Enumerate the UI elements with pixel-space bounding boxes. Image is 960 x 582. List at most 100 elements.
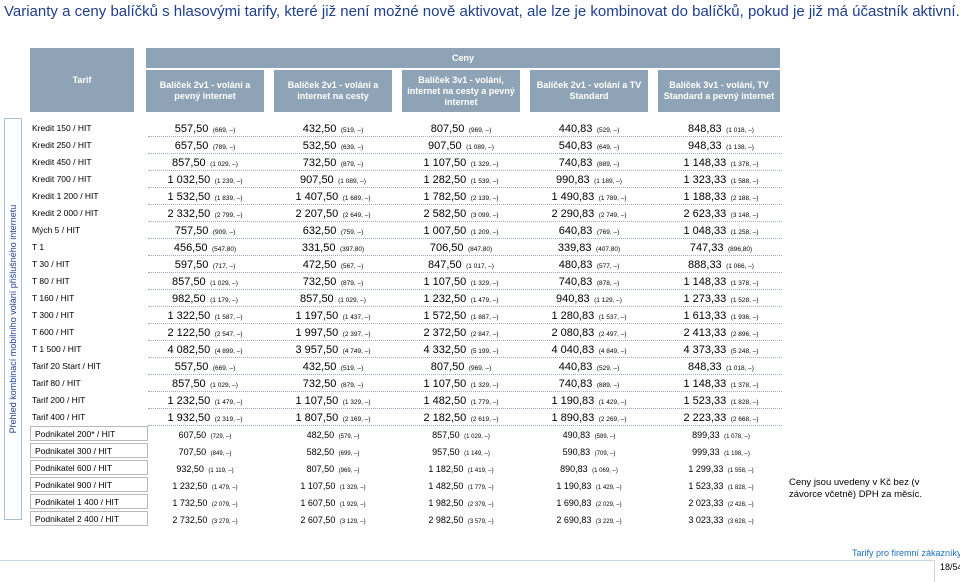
price-without-vat: 899,33 xyxy=(692,429,720,440)
page-title: Varianty a ceny balíčků s hlasovými tari… xyxy=(4,3,960,20)
table-row: Kredit 700 / HIT 1 032,50 (1 239, –) 907,5… xyxy=(30,171,782,186)
footer-link[interactable]: Tarify pro firemní zákazníky xyxy=(852,548,960,558)
price-without-vat: 582,50 xyxy=(306,446,335,457)
price-cell: 456,50 (547,80) xyxy=(145,238,265,256)
price-cell: 597,50 (717, –) xyxy=(145,255,265,273)
price-with-vat: (1 929, –) xyxy=(339,501,366,508)
row-separator xyxy=(148,373,782,375)
price-without-vat: 740,83 xyxy=(558,377,593,390)
price-without-vat: 732,50 xyxy=(302,156,337,169)
price-with-vat: (709, –) xyxy=(594,450,616,457)
price-with-vat: (3 579, –) xyxy=(467,518,494,525)
price-with-vat: (639, –) xyxy=(340,143,364,151)
price-cell: 632,50 (759, –) xyxy=(273,221,393,239)
price-without-vat: 1 280,83 xyxy=(551,309,595,322)
price-with-vat: (1 689, –) xyxy=(342,194,371,202)
price-without-vat: 807,50 xyxy=(430,360,465,373)
price-with-vat: (4 899, –) xyxy=(214,347,243,355)
price-without-vat: 706,50 xyxy=(429,241,464,254)
price-cell: 1 407,50 (1 689, –) xyxy=(273,187,393,205)
row-tariff-name: Kredit 450 / HIT xyxy=(32,156,92,167)
table-row: Kredit 150 / HIT 557,50 (669, –) 432,50 (5… xyxy=(30,120,782,135)
price-without-vat: 957,50 xyxy=(432,446,460,457)
price-with-vat: (1 239, –) xyxy=(214,177,243,185)
price-cell: 1 232,50 (1 479, –) xyxy=(401,289,521,307)
price-cell: 1 890,83 (2 269, –) xyxy=(529,408,649,426)
price-with-vat: (589, –) xyxy=(594,433,616,440)
price-with-vat: (969, –) xyxy=(338,467,360,474)
price-without-vat: 4 373,33 xyxy=(683,343,727,356)
price-cell: 440,83 (529, –) xyxy=(529,357,649,375)
price-cell: 1 732,50 (2 079, –) xyxy=(145,493,265,511)
price-with-vat: (1 528, –) xyxy=(730,296,759,304)
row-tariff-name: Kredit 2 000 / HIT xyxy=(32,207,99,218)
price-with-vat: (2 428, –) xyxy=(727,501,754,508)
price-cell: 1 048,33 (1 258, –) xyxy=(661,221,781,239)
price-without-vat: 432,50 xyxy=(302,122,337,135)
table-row: T 300 / HIT 1 322,50 (1 587, –) 1 197,50 (… xyxy=(30,307,782,322)
price-with-vat: (1 018, –) xyxy=(726,364,754,372)
price-with-vat: (1 029, –) xyxy=(464,433,490,440)
price-without-vat: 2 182,50 xyxy=(423,411,467,424)
price-without-vat: 339,83 xyxy=(557,241,592,254)
price-without-vat: 807,50 xyxy=(430,122,465,135)
price-without-vat: 857,50 xyxy=(172,156,206,169)
header-ceny: Ceny xyxy=(146,48,780,68)
price-without-vat: 1 148,33 xyxy=(683,377,727,390)
price-without-vat: 848,33 xyxy=(688,360,722,373)
row-tariff-name: Podnikatel 200* / HIT xyxy=(30,426,148,441)
price-cell: 1 323,33 (1 588, –) xyxy=(661,170,781,188)
price-cell: 706,50 (847,80) xyxy=(401,238,521,256)
price-with-vat: (1 066, –) xyxy=(726,262,754,270)
price-without-vat: 480,83 xyxy=(558,258,593,271)
price-cell: 2 690,83 (3 229, –) xyxy=(529,510,649,528)
price-with-vat: (3 279, –) xyxy=(211,518,238,525)
price-cell: 490,83 (589, –) xyxy=(529,425,649,443)
price-with-vat: (1 479, –) xyxy=(470,296,499,304)
row-tariff-name: T 300 / HIT xyxy=(32,309,75,320)
price-cell: 2 080,83 (2 497, –) xyxy=(529,323,649,341)
price-cell: 1 188,33 (2 188, –) xyxy=(661,187,781,205)
price-with-vat: (2 029, –) xyxy=(595,501,622,508)
row-separator xyxy=(148,339,782,341)
price-without-vat: 1 282,50 xyxy=(423,173,467,186)
price-without-vat: 2 080,83 xyxy=(551,326,595,339)
price-cell: 657,50 (789, –) xyxy=(145,136,265,154)
price-cell: 999,33 (1 198, –) xyxy=(661,442,781,460)
price-with-vat: (1 419, –) xyxy=(467,467,494,474)
price-cell: 2 982,50 (3 579, –) xyxy=(401,510,521,528)
price-without-vat: 940,83 xyxy=(556,292,590,305)
price-with-vat: (1 779, –) xyxy=(467,484,494,491)
price-cell: 1 523,33 (1 828, –) xyxy=(661,391,781,409)
price-without-vat: 1 148,33 xyxy=(683,156,727,169)
price-without-vat: 888,33 xyxy=(688,258,722,271)
price-with-vat: (889, –) xyxy=(596,381,620,389)
row-separator xyxy=(148,152,782,154)
price-without-vat: 932,50 xyxy=(176,463,204,474)
price-cell: 1 572,50 (1 887, –) xyxy=(401,306,521,324)
row-tariff-name: T 1 500 / HIT xyxy=(32,343,82,354)
header-col-label: Balíček 2v1 - volání a internet na cesty xyxy=(287,80,379,101)
price-cell: 807,50 (969, –) xyxy=(401,357,521,375)
row-separator xyxy=(148,271,782,273)
price-cell: 1 182,50 (1 419, –) xyxy=(401,459,521,477)
price-without-vat: 747,33 xyxy=(689,241,724,254)
row-tariff-name: Podnikatel 900 / HIT xyxy=(30,477,148,492)
price-without-vat: 857,50 xyxy=(172,377,206,390)
price-cell: 982,50 (1 179, –) xyxy=(145,289,265,307)
price-without-vat: 732,50 xyxy=(302,275,337,288)
price-without-vat: 857,50 xyxy=(432,429,460,440)
price-cell: 440,83 (529, –) xyxy=(529,119,649,137)
price-cell: 1 532,50 (1 839, –) xyxy=(145,187,265,205)
price-with-vat: (577, –) xyxy=(596,262,620,270)
price-without-vat: 540,83 xyxy=(558,139,593,152)
price-with-vat: (769, –) xyxy=(596,228,620,236)
price-without-vat: 1 007,50 xyxy=(423,224,467,237)
row-separator xyxy=(148,254,782,256)
price-with-vat: (969, –) xyxy=(468,126,492,134)
price-cell: 2 332,50 (2 799, –) xyxy=(145,204,265,222)
price-without-vat: 732,50 xyxy=(302,377,337,390)
price-cell: 888,33 (1 066, –) xyxy=(661,255,781,273)
row-separator xyxy=(148,220,782,222)
price-with-vat: (1 429, –) xyxy=(595,484,622,491)
